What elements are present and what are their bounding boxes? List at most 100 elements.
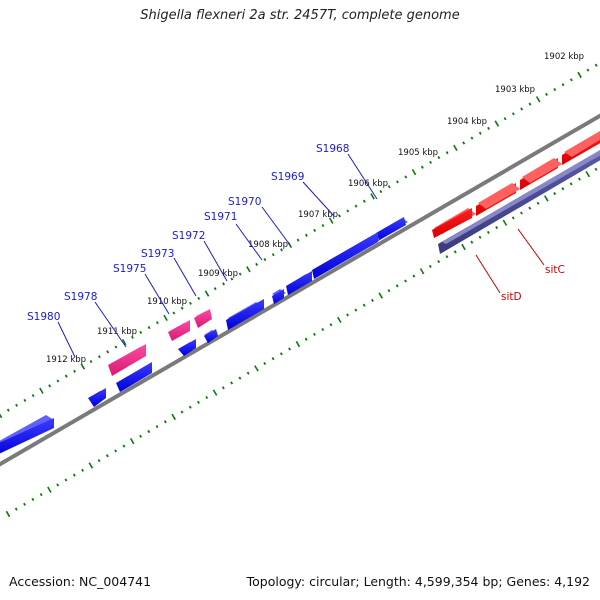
minor-tick bbox=[553, 87, 557, 92]
minor-tick bbox=[89, 359, 93, 364]
major-tick bbox=[328, 217, 334, 224]
minor-tick bbox=[313, 228, 317, 232]
major-tick bbox=[585, 170, 591, 178]
minor-tick bbox=[520, 107, 524, 111]
minor-tick bbox=[329, 323, 333, 327]
major-tick bbox=[535, 96, 541, 103]
minor-tick bbox=[131, 335, 134, 339]
minor-tick bbox=[304, 337, 308, 341]
minor-tick bbox=[147, 325, 151, 330]
major-tick bbox=[295, 340, 301, 348]
minor-tick bbox=[230, 277, 234, 281]
minor-tick bbox=[172, 311, 176, 315]
ruler-labels: 1902 kbp 1903 kbp 1904 kbp 1905 kbp 1906… bbox=[46, 52, 584, 365]
minor-tick bbox=[139, 330, 143, 334]
minor-tick bbox=[313, 332, 316, 336]
minor-tick bbox=[72, 473, 76, 477]
minor-tick bbox=[536, 201, 540, 205]
gene-S1972-feature[interactable] bbox=[226, 299, 264, 330]
gene-S1980-feature[interactable] bbox=[0, 388, 106, 458]
ruler-tick-label: 1903 kbp bbox=[495, 85, 535, 95]
minor-tick bbox=[114, 449, 118, 453]
ruler-tick-label: 1910 kbp bbox=[147, 297, 187, 307]
minor-tick bbox=[354, 204, 358, 208]
ruler-tick-label: 1911 kbp bbox=[97, 327, 137, 337]
ruler-tick-label: 1912 kbp bbox=[46, 355, 86, 365]
minor-tick bbox=[197, 400, 200, 404]
gene-S1975-feature[interactable] bbox=[168, 320, 196, 356]
minor-tick bbox=[445, 151, 449, 155]
minor-tick bbox=[238, 272, 242, 276]
gene-sitD-feature[interactable] bbox=[438, 148, 600, 254]
gene-label-S1975[interactable]: S1975 bbox=[113, 263, 146, 275]
minor-tick bbox=[387, 289, 391, 293]
minor-tick bbox=[453, 250, 457, 254]
inner-tick-band bbox=[5, 167, 598, 518]
minor-tick bbox=[163, 420, 167, 424]
gene-label-S1968[interactable]: S1968 bbox=[316, 143, 349, 155]
minor-tick bbox=[221, 386, 225, 390]
minor-tick bbox=[230, 381, 234, 385]
minor-tick bbox=[503, 117, 507, 121]
minor-tick bbox=[255, 262, 259, 266]
minor-tick bbox=[553, 192, 557, 196]
minor-tick bbox=[346, 313, 349, 317]
gene-label-S1978[interactable]: S1978 bbox=[64, 291, 97, 303]
gene-label-S1971[interactable]: S1971 bbox=[204, 211, 237, 223]
minor-tick bbox=[180, 306, 184, 310]
genome-summary-text: Topology: circular; Length: 4,599,354 bp… bbox=[246, 574, 590, 589]
minor-tick bbox=[420, 165, 424, 169]
gene-label-S1980[interactable]: S1980 bbox=[27, 311, 60, 323]
minor-tick bbox=[371, 298, 374, 302]
minor-tick bbox=[205, 395, 209, 400]
gene-S1968-feature[interactable] bbox=[376, 217, 408, 241]
major-tick bbox=[246, 266, 251, 273]
minor-tick bbox=[180, 410, 184, 414]
ruler-tick-label: 1902 kbp bbox=[544, 52, 584, 62]
gene-sitC-feature[interactable] bbox=[432, 131, 600, 238]
minor-tick bbox=[64, 478, 68, 482]
major-tick bbox=[419, 268, 425, 275]
minor-tick bbox=[155, 425, 159, 429]
minor-tick bbox=[545, 92, 548, 96]
major-tick bbox=[461, 243, 466, 251]
gene-S1973-feature[interactable] bbox=[194, 309, 218, 343]
reverse-strand bbox=[432, 131, 600, 254]
minor-tick bbox=[64, 374, 68, 378]
major-tick bbox=[494, 120, 500, 127]
gene-label-S1969[interactable]: S1969 bbox=[271, 171, 304, 183]
gene-label-sitC[interactable]: sitC bbox=[545, 264, 565, 276]
ruler-tick-label: 1904 kbp bbox=[447, 117, 487, 127]
gene-S1969-feature[interactable] bbox=[312, 232, 380, 279]
gene-label-S1972[interactable]: S1972 bbox=[172, 230, 205, 242]
minor-tick bbox=[561, 83, 565, 87]
minor-tick bbox=[304, 233, 308, 237]
major-tick bbox=[577, 71, 582, 79]
minor-tick bbox=[56, 379, 60, 383]
outer-tick-band bbox=[0, 63, 598, 419]
minor-tick bbox=[189, 301, 192, 305]
minor-tick bbox=[321, 223, 325, 228]
minor-tick bbox=[81, 468, 84, 472]
minor-tick bbox=[379, 189, 383, 194]
major-tick bbox=[411, 168, 417, 176]
major-tick bbox=[370, 193, 375, 200]
minor-tick bbox=[569, 78, 573, 82]
minor-tick bbox=[14, 507, 18, 511]
minor-tick bbox=[238, 376, 242, 380]
gene-label-S1973[interactable]: S1973 bbox=[141, 248, 174, 260]
minor-tick bbox=[114, 345, 118, 349]
gene-label-S1970[interactable]: S1970 bbox=[228, 196, 261, 208]
gene-S1970-feature[interactable] bbox=[286, 271, 312, 295]
minor-tick bbox=[23, 398, 27, 402]
minor-tick bbox=[404, 175, 408, 179]
minor-tick bbox=[470, 136, 474, 140]
ruler-tick-label: 1907 kbp bbox=[298, 210, 338, 220]
gene-S1971-feature[interactable] bbox=[272, 289, 286, 304]
gene-S1978-feature[interactable] bbox=[108, 344, 152, 392]
minor-tick bbox=[197, 296, 201, 300]
gene-label-sitD[interactable]: sitD bbox=[501, 291, 522, 303]
minor-tick bbox=[354, 308, 358, 312]
major-tick bbox=[5, 510, 11, 518]
